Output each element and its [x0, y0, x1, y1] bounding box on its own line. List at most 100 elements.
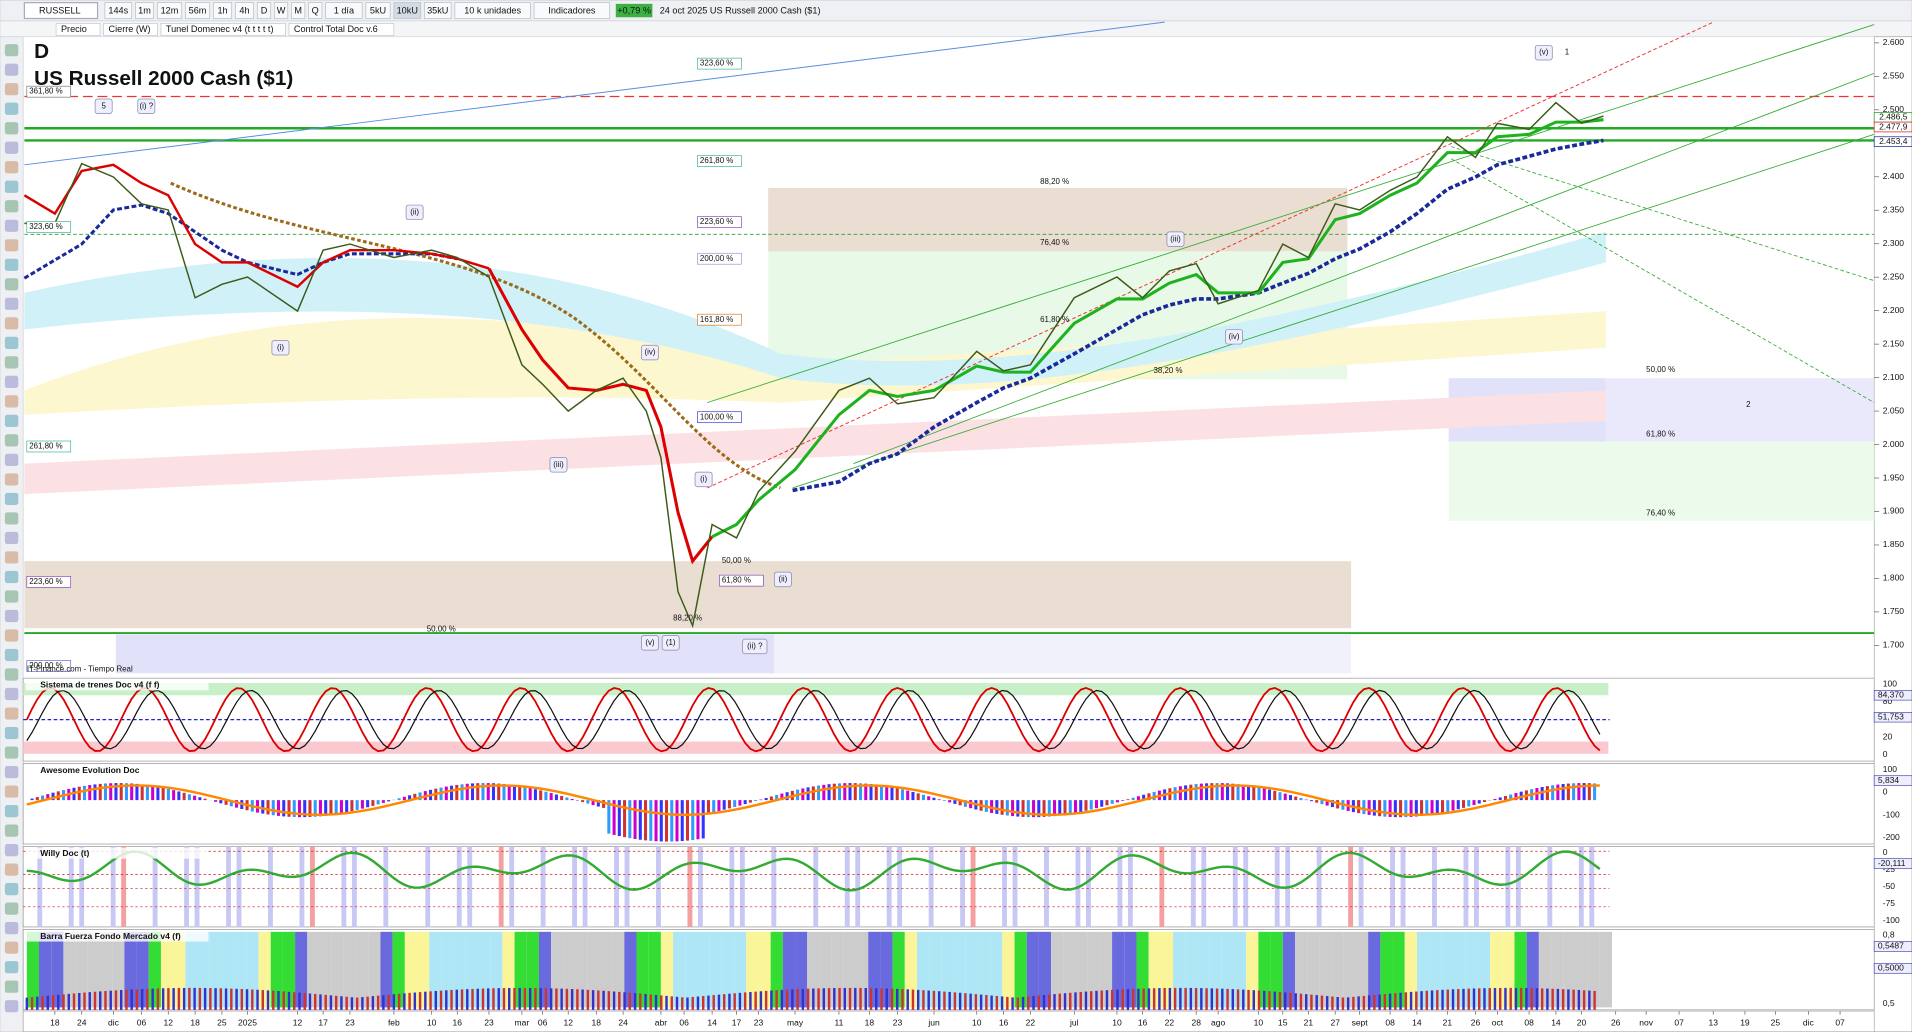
tool-icon[interactable]	[4, 785, 19, 798]
toolbar-button[interactable]	[156, 2, 183, 19]
tool-icon[interactable]	[4, 336, 19, 349]
stripe	[184, 846, 190, 927]
tool-icon[interactable]	[4, 980, 19, 993]
tool-icon[interactable]	[4, 648, 19, 662]
tool-icon[interactable]	[4, 239, 19, 252]
toolbar-button[interactable]	[423, 2, 452, 19]
indicator-tab-label: Precio	[61, 24, 87, 34]
tool-icon[interactable]	[4, 492, 19, 506]
tool-icon[interactable]	[4, 707, 19, 720]
panel-tag-label: 5,834	[1878, 775, 1900, 785]
date-label: 24	[618, 1018, 628, 1028]
toolbar-button[interactable]	[291, 2, 306, 19]
date-label: 10	[1254, 1018, 1264, 1028]
toolbar-button[interactable]	[325, 2, 363, 19]
toolbar-button[interactable]	[393, 2, 422, 19]
tool-icon[interactable]	[4, 317, 19, 330]
tool-icon[interactable]	[4, 961, 19, 974]
indicator-tab[interactable]	[103, 23, 158, 36]
indicator-tab[interactable]	[55, 23, 101, 36]
bar-segment	[1099, 931, 1113, 1008]
toolbar-button[interactable]	[256, 2, 272, 19]
tool-icon[interactable]	[4, 668, 19, 681]
tool-icon[interactable]	[4, 375, 19, 388]
wave-box	[405, 204, 424, 221]
stripe	[771, 846, 777, 927]
tool-icon[interactable]	[4, 102, 19, 115]
tool-icon[interactable]	[4, 200, 19, 213]
tool-icon[interactable]	[4, 902, 19, 915]
panel-axis-label: 0,5	[1883, 998, 1895, 1008]
tool-icon[interactable]	[4, 161, 19, 174]
indicator-tab-label: Tunel Domenec v4 (t t t t t)	[166, 24, 274, 34]
tool-icon[interactable]	[4, 434, 19, 447]
tool-icon[interactable]	[4, 1000, 19, 1013]
toolbar-button[interactable]	[134, 2, 155, 19]
tool-icon[interactable]	[4, 844, 19, 857]
toolbar-button[interactable]	[533, 2, 611, 19]
toolbar-button[interactable]	[234, 2, 254, 19]
bar-segment	[270, 931, 283, 1008]
tool-icon[interactable]	[4, 804, 19, 818]
date-label: 06	[679, 1018, 689, 1028]
tool-icon[interactable]	[4, 512, 19, 525]
tool-icon[interactable]	[4, 551, 19, 564]
tool-icon[interactable]	[4, 570, 19, 584]
tool-icon[interactable]	[4, 63, 19, 76]
toolbar-button[interactable]	[184, 2, 211, 19]
bar-segment	[368, 931, 381, 1008]
tool-icon[interactable]	[4, 83, 19, 96]
tool-icon[interactable]	[4, 297, 19, 310]
bar-segment	[660, 931, 674, 1008]
stripe	[687, 846, 693, 927]
toolbar-button[interactable]	[308, 2, 323, 19]
tool-icon[interactable]	[4, 590, 19, 603]
date-label: 10	[972, 1018, 982, 1028]
tool-icon[interactable]	[4, 531, 19, 545]
tool-icon[interactable]	[4, 258, 19, 271]
wave-box	[271, 340, 290, 356]
toolbar-button[interactable]	[213, 2, 233, 19]
tool-icon[interactable]	[4, 44, 19, 57]
tool-icon[interactable]	[4, 941, 19, 954]
tool-icon[interactable]	[4, 746, 19, 759]
tool-icon[interactable]	[4, 765, 19, 779]
tool-icon[interactable]	[4, 141, 19, 154]
tool-icon[interactable]	[4, 278, 19, 291]
indicator-tab[interactable]	[160, 23, 286, 36]
toolbar-button[interactable]	[273, 2, 289, 19]
tool-icon[interactable]	[4, 824, 19, 837]
panel-tag	[1873, 963, 1912, 974]
wave-box	[549, 457, 568, 473]
toolbar-button[interactable]	[454, 2, 531, 19]
tool-icon[interactable]	[4, 863, 19, 876]
bar-segment	[343, 931, 357, 1008]
tool-icon[interactable]	[4, 726, 19, 740]
bar-segment	[1453, 931, 1466, 1008]
tool-icon[interactable]	[4, 180, 19, 193]
toolbar-button[interactable]	[365, 2, 391, 19]
tool-icon[interactable]	[4, 883, 19, 896]
tool-icon[interactable]	[4, 629, 19, 642]
bar-segment	[1246, 931, 1259, 1008]
tool-icon[interactable]	[4, 473, 19, 486]
price-label: 2.050	[1883, 405, 1905, 415]
tool-icon[interactable]	[4, 453, 19, 467]
tool-icon[interactable]	[4, 395, 19, 408]
level-label: 50,00 %	[427, 624, 456, 633]
indicator-tab[interactable]	[288, 23, 395, 36]
tool-icon[interactable]	[4, 414, 19, 427]
bar-segment	[502, 931, 515, 1008]
tool-icon[interactable]	[4, 122, 19, 135]
bar-segment	[1307, 931, 1320, 1008]
tool-icon[interactable]	[4, 356, 19, 369]
toolbar-button-label: 144s	[108, 6, 128, 16]
tool-icon[interactable]	[4, 219, 19, 232]
symbol-box[interactable]	[23, 2, 99, 20]
tool-icon[interactable]	[4, 687, 19, 701]
date-label: 14	[1412, 1018, 1422, 1028]
stripe	[1159, 846, 1165, 927]
toolbar-button[interactable]	[104, 2, 133, 19]
tool-icon[interactable]	[4, 922, 19, 935]
tool-icon[interactable]	[4, 609, 19, 623]
